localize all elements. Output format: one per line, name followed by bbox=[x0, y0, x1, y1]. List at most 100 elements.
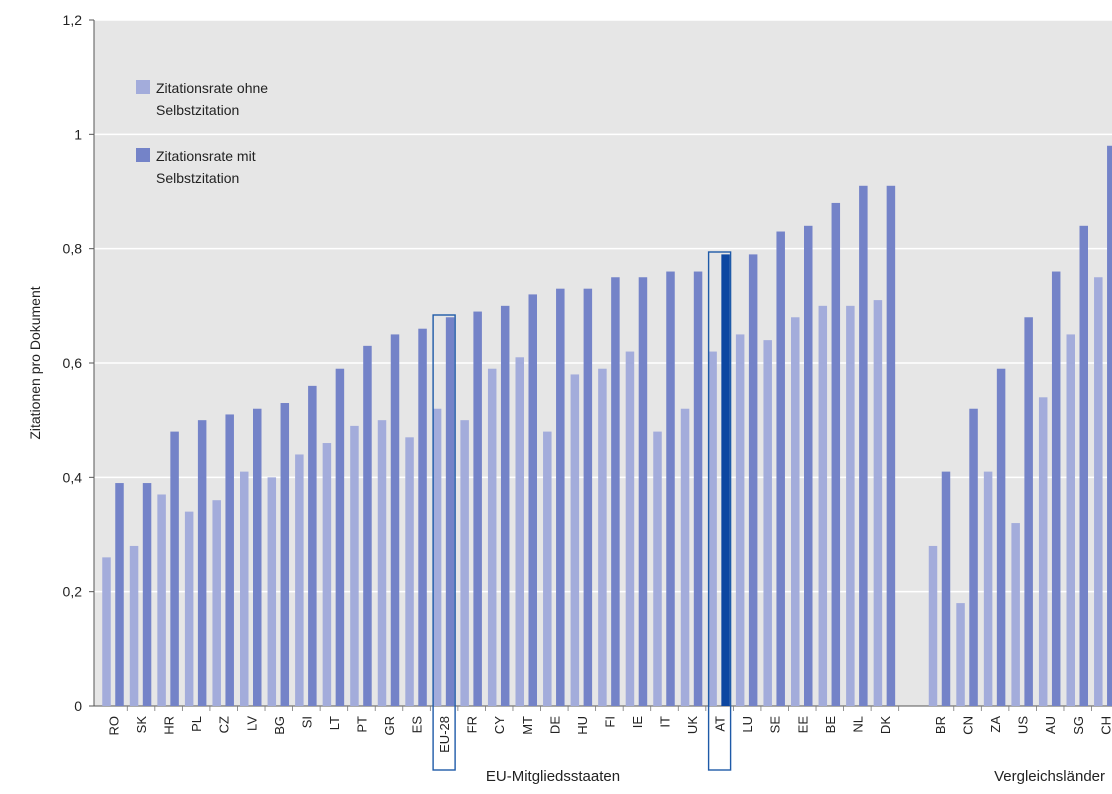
bar-mit-au bbox=[1051, 271, 1061, 706]
y-tick-label: 0 bbox=[74, 698, 82, 714]
category-label-hr: HR bbox=[162, 716, 177, 735]
category-label-sg: SG bbox=[1071, 716, 1086, 735]
bar-mit-sg bbox=[1079, 225, 1088, 707]
bar-ohne-ch bbox=[1094, 277, 1103, 706]
y-tick-label: 0,2 bbox=[63, 584, 83, 600]
bar-mit-at bbox=[721, 254, 730, 706]
bar-ohne-lu bbox=[735, 334, 745, 706]
category-label-au: AU bbox=[1043, 716, 1058, 734]
category-label-fi: FI bbox=[602, 716, 617, 728]
category-label-cz: CZ bbox=[217, 716, 232, 733]
legend-label-2: Selbstzitation bbox=[156, 170, 239, 186]
bar-mit-cz bbox=[225, 414, 234, 706]
category-label-lt: LT bbox=[327, 716, 342, 730]
bar-mit-es bbox=[418, 328, 427, 706]
bar-mit-lt bbox=[335, 368, 345, 706]
category-label-cy: CY bbox=[492, 716, 507, 734]
category-label-cn: CN bbox=[961, 716, 976, 735]
bar-ohne-au bbox=[1038, 397, 1048, 706]
category-label-lu: LU bbox=[740, 716, 755, 733]
bar-mit-fi bbox=[611, 277, 620, 706]
category-label-dk: DK bbox=[878, 716, 893, 734]
bar-mit-bg bbox=[280, 403, 290, 706]
category-label-gr: GR bbox=[382, 716, 397, 736]
bar-ohne-pl bbox=[184, 511, 194, 706]
bar-ohne-ro bbox=[102, 557, 111, 706]
bar-mit-mt bbox=[528, 294, 537, 706]
category-label-mt: MT bbox=[520, 716, 535, 735]
bar-mit-it bbox=[666, 271, 675, 706]
bar-ohne-se bbox=[763, 340, 772, 706]
bar-ohne-gr bbox=[377, 420, 387, 706]
category-label-uk: UK bbox=[685, 716, 700, 734]
bar-ohne-lv bbox=[240, 471, 249, 706]
bar-mit-fr bbox=[473, 311, 482, 706]
legend-label-1: Zitationsrate ohne bbox=[156, 80, 268, 96]
category-label-be: BE bbox=[823, 716, 838, 734]
bar-ohne-cy bbox=[487, 368, 497, 706]
category-label-sk: SK bbox=[134, 716, 149, 734]
bar-ohne-be bbox=[818, 305, 828, 706]
bar-ohne-fi bbox=[598, 368, 607, 706]
y-tick-label: 1,2 bbox=[63, 12, 83, 28]
bar-mit-se bbox=[776, 231, 785, 706]
category-label-si: SI bbox=[299, 716, 314, 728]
bar-ohne-nl bbox=[846, 305, 855, 706]
bar-ohne-lt bbox=[322, 443, 332, 706]
category-label-ie: IE bbox=[630, 716, 645, 729]
bar-mit-dk bbox=[886, 185, 896, 707]
bar-mit-br bbox=[941, 471, 951, 706]
category-label-it: IT bbox=[658, 716, 673, 728]
category-label-ro: RO bbox=[107, 716, 122, 736]
bar-mit-za bbox=[996, 368, 1006, 706]
bar-mit-sk bbox=[142, 483, 152, 706]
bar-ohne-it bbox=[653, 431, 662, 706]
bar-ohne-uk bbox=[680, 408, 690, 706]
bar-ohne-at bbox=[708, 351, 717, 706]
bar-ohne-dk bbox=[873, 300, 883, 706]
category-label-nl: NL bbox=[850, 716, 865, 733]
bar-ohne-hr bbox=[157, 494, 166, 706]
category-label-at: AT bbox=[713, 716, 728, 732]
legend-label-1: Selbstzitation bbox=[156, 102, 239, 118]
bar-ohne-us bbox=[1011, 523, 1020, 706]
bar-mit-gr bbox=[390, 334, 400, 706]
bar-ohne-sg bbox=[1066, 334, 1075, 706]
bar-ohne-ee bbox=[791, 317, 800, 706]
bar-mit-us bbox=[1024, 317, 1033, 706]
category-label-fr: FR bbox=[465, 716, 480, 733]
y-tick-label: 1 bbox=[74, 126, 82, 142]
bar-ohne-mt bbox=[515, 357, 524, 706]
bar-ohne-fr bbox=[460, 420, 469, 706]
bar-mit-cy bbox=[500, 305, 510, 706]
bar-ohne-eu-28 bbox=[432, 408, 442, 706]
bar-mit-hr bbox=[170, 431, 179, 706]
bar-mit-uk bbox=[693, 271, 703, 706]
bar-mit-ro bbox=[115, 483, 124, 706]
bar-mit-cn bbox=[969, 408, 978, 706]
category-label-eu-28: EU-28 bbox=[437, 716, 452, 753]
category-label-es: ES bbox=[410, 716, 425, 734]
bar-mit-lu bbox=[748, 254, 758, 706]
category-label-lv: LV bbox=[244, 716, 259, 731]
bar-mit-pt bbox=[363, 345, 372, 706]
bar-mit-si bbox=[308, 385, 317, 706]
category-label-ee: EE bbox=[795, 716, 810, 734]
legend-swatch-1 bbox=[136, 80, 150, 94]
bar-ohne-bg bbox=[267, 477, 277, 706]
y-tick-label: 0,6 bbox=[63, 355, 83, 371]
category-label-bg: BG bbox=[272, 716, 287, 735]
category-label-pl: PL bbox=[189, 716, 204, 732]
highlight-frame-eu-28 bbox=[432, 314, 456, 771]
bar-ohne-es bbox=[405, 437, 414, 706]
bar-mit-lv bbox=[253, 408, 262, 706]
bar-mit-pl bbox=[197, 420, 207, 706]
legend-label-2: Zitationsrate mit bbox=[156, 148, 256, 164]
category-label-za: ZA bbox=[988, 716, 1003, 733]
bar-mit-de bbox=[556, 288, 565, 706]
category-label-br: BR bbox=[933, 716, 948, 734]
y-axis-title: Zitationen pro Dokument bbox=[27, 286, 43, 439]
bar-mit-eu-28 bbox=[445, 317, 455, 706]
